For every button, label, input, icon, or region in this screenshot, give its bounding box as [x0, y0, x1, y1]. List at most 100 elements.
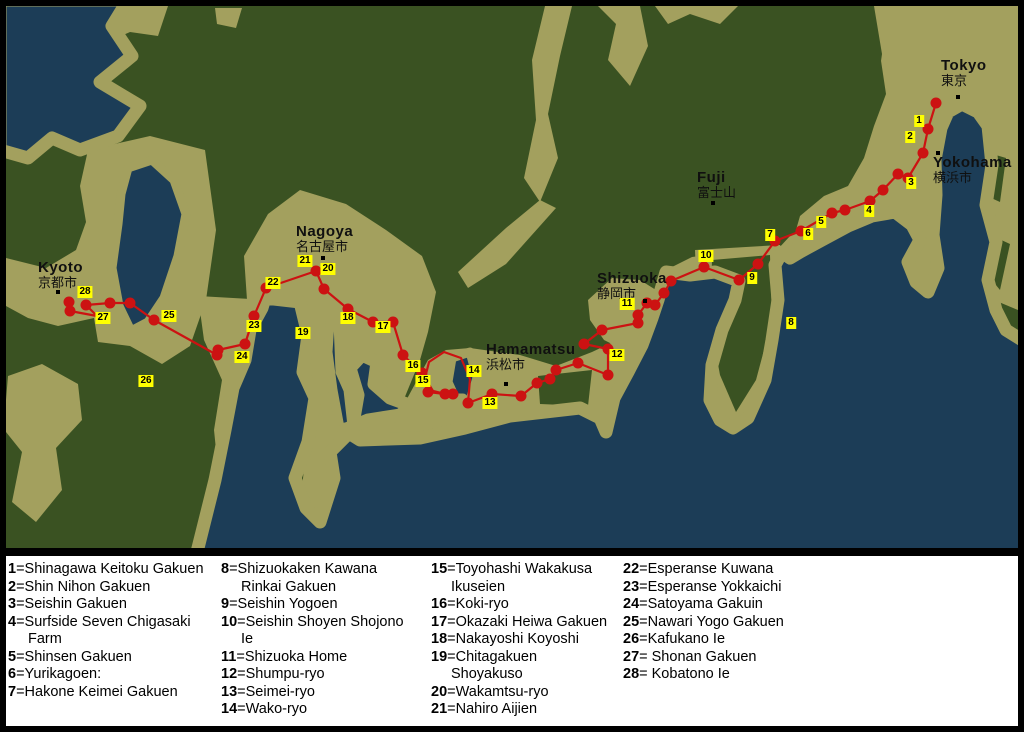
- route-stop-dot: [486, 388, 498, 400]
- legend-entry-number: 27: [623, 648, 640, 665]
- legend-column-3: 15=Toyohashi Wakakusa Ikuseien 16=Koki-ry…: [431, 561, 621, 719]
- legend-column-2: 8=Shizuokaken Kawana Rinkai Gakuen 9=Seis…: [221, 561, 429, 719]
- legend-entry-number: 15: [431, 561, 448, 577]
- city-name: Hamamatsu: [486, 341, 576, 358]
- lake-hamana-channel: [451, 393, 472, 431]
- legend-entry-13: 13=Seimei-ryo: [221, 684, 429, 702]
- map-area: Tokyo 東京 Yokohama 横浜市 Fuji 富士山 Shizuoka 静岡市 Hama…: [6, 6, 1018, 548]
- lowland-band: [6, 364, 82, 522]
- legend-entry-9: 9=Seishin Yogoen: [221, 596, 429, 614]
- site-marker-25: 25: [161, 310, 177, 322]
- legend-entry-number: 1: [8, 561, 17, 577]
- legend-equals: =: [16, 666, 25, 682]
- route-stop-dot: [342, 303, 354, 315]
- route-stop-dot: [515, 390, 527, 402]
- legend-entry-number: 10: [221, 613, 238, 630]
- legend-equals: =: [229, 596, 238, 612]
- legend-entry-name: Nahiro Aijien: [455, 701, 538, 717]
- legend-entry-number: 6: [8, 666, 17, 682]
- legend-entry-4: 4=Surfside Seven Chigasaki Farm: [8, 614, 220, 649]
- site-marker-27: 27: [95, 312, 111, 324]
- legend-equals: =: [639, 596, 648, 612]
- route-stop-dot: [930, 97, 942, 109]
- route-stop-dot: [572, 357, 584, 369]
- legend-entry-number: 22: [623, 561, 640, 577]
- legend-entry-number: 21: [431, 701, 448, 717]
- lowland-patch: [215, 8, 242, 28]
- legend-entry-number: 16: [431, 596, 448, 612]
- legend-entry-number: 12: [221, 666, 238, 682]
- legend-entry-5: 5=Shinsen Gakuen: [8, 649, 220, 667]
- legend-entry-1: 1=Shinagawa Keitoku Gakuen: [8, 561, 220, 579]
- legend-equals: =: [639, 666, 648, 682]
- lowland-ribbon: [655, 6, 738, 24]
- legend-equals: =: [16, 596, 25, 612]
- city-name: Fuji: [697, 169, 726, 186]
- route-stop-dot: [733, 274, 745, 286]
- legend-entry-name: Shin Nihon Gakuen: [24, 578, 151, 595]
- legend-equals: =: [16, 648, 25, 665]
- legend-entry-name: Kobatono Ie: [647, 666, 730, 682]
- city-dot: [711, 201, 715, 205]
- legend-entry-name: Shumpu-ryo: [245, 666, 325, 682]
- legend-entry-name: Satoyama Gakuin: [647, 596, 763, 612]
- route-layer: [63, 97, 942, 409]
- city-label-yokohama: Yokohama 横浜市: [933, 155, 1012, 185]
- city-name-kanji: 名古屋市: [296, 239, 349, 254]
- lowland-ribbon: [524, 6, 572, 202]
- route-stop-dot: [550, 364, 562, 376]
- legend-entry-name: Koki-ryo: [455, 596, 509, 612]
- legend-column-1: 1=Shinagawa Keitoku Gakuen 2=Shin Nihon G…: [8, 561, 220, 701]
- site-marker-4: 4: [864, 205, 874, 217]
- legend-entry-name: Shizuoka Home: [244, 648, 348, 665]
- city-dot: [504, 382, 508, 386]
- route-stop-dot: [922, 123, 934, 135]
- site-marker-20: 20: [320, 263, 336, 275]
- legend-equals: =: [639, 631, 648, 647]
- legend-equals: =: [237, 613, 246, 630]
- site-marker-16: 16: [405, 360, 421, 372]
- lowland-ribbon: [598, 6, 648, 86]
- legend-entry-18: 18=Nakayoshi Koyoshi: [431, 631, 621, 649]
- site-marker-15: 15: [415, 375, 431, 387]
- legend-entry-name: Shonan Gakuen: [647, 648, 757, 665]
- site-marker-18: 18: [340, 312, 356, 324]
- legend-entry-28: 28= Kobatono Ie: [623, 666, 1003, 684]
- legend-entry-15: 15=Toyohashi Wakakusa Ikuseien: [431, 561, 621, 596]
- city-name: Shizuoka: [597, 270, 667, 287]
- city-dot: [56, 290, 60, 294]
- site-marker-12: 12: [609, 349, 625, 361]
- legend-entry-6: 6=Yurikagoen:: [8, 666, 220, 684]
- route-stop-dot: [665, 275, 677, 287]
- legend-equals: =: [447, 683, 456, 700]
- site-marker-14: 14: [466, 365, 482, 377]
- legend-entry-number: 2: [8, 578, 17, 595]
- route-stop-dot: [917, 147, 929, 159]
- sea-northwest: [6, 6, 147, 165]
- legend-equals: =: [447, 596, 456, 612]
- legend-entry-name: Esperanse Kuwana: [647, 561, 774, 577]
- route-stop-dot: [462, 397, 474, 409]
- route-stop-dot: [64, 305, 76, 317]
- city-name-kanji: 浜松市: [486, 357, 526, 372]
- route-stop-dot: [632, 309, 644, 321]
- city-dot: [956, 95, 960, 99]
- legend-entry-number: 4: [8, 613, 17, 630]
- site-marker-1: 1: [914, 115, 924, 127]
- route-stop-dot: [447, 388, 459, 400]
- legend-entry-22: 22=Esperanse Kuwana: [623, 561, 1003, 579]
- route-stop-dot: [596, 324, 608, 336]
- legend-equals: =: [447, 561, 456, 577]
- legend-equals: =: [229, 561, 238, 577]
- city-name: Nagoya: [296, 223, 354, 240]
- legend-equals: =: [447, 701, 456, 717]
- legend-entry-name: Nakayoshi Koyoshi: [455, 631, 579, 647]
- site-marker-6: 6: [803, 228, 813, 240]
- legend-entry-number: 13: [221, 683, 238, 700]
- legend-entry-number: 17: [431, 613, 448, 630]
- legend-entry-name: Nawari Yogo Gakuen: [647, 613, 784, 630]
- route-stop-dot: [397, 349, 409, 361]
- legend-entry-24: 24=Satoyama Gakuin: [623, 596, 1003, 614]
- legend-entry-number: 24: [623, 596, 640, 612]
- site-marker-5: 5: [816, 216, 826, 228]
